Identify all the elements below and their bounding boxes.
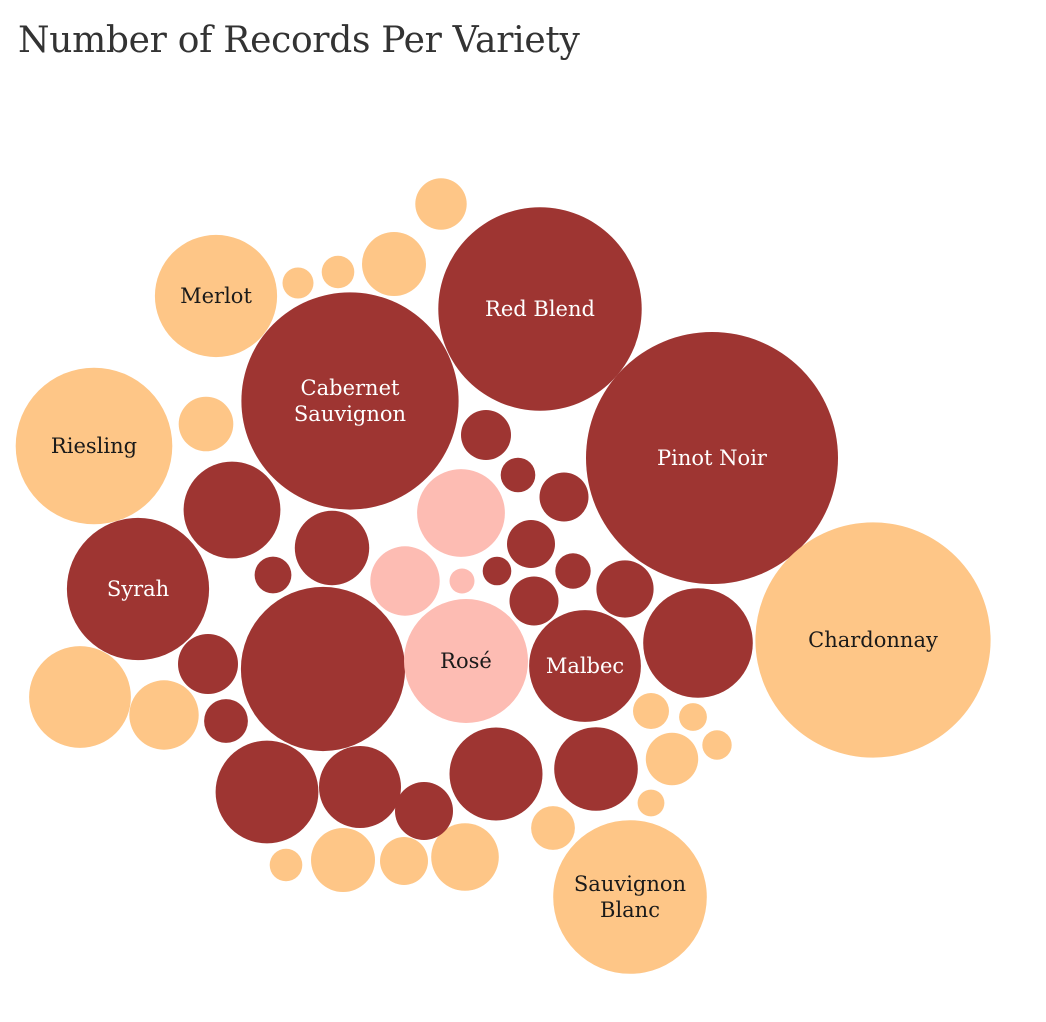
bubble-label-sauvignon-blanc: Sauvignon Blanc [574,872,686,922]
bubble-malbec[interactable] [529,610,641,722]
bubble-unlabeled-25[interactable] [178,634,238,694]
bubble-unlabeled-44[interactable] [282,267,314,299]
bubble-unlabeled-17[interactable] [554,727,638,811]
page-title: Number of Records Per Variety [18,20,580,61]
bubble-merlot[interactable] [154,234,278,358]
bubble-unlabeled-23[interactable] [311,828,375,892]
bubble-sauvignon-blanc[interactable] [553,820,707,974]
bubble-label-syrah: Syrah [107,577,169,601]
bubble-label-malbec: Malbec [546,654,624,678]
bubble-label-chardonnay: Chardonnay [808,628,938,652]
bubble-unlabeled-33[interactable] [509,576,559,626]
bubble-unlabeled-47[interactable] [679,703,707,731]
bubble-unlabeled-21[interactable] [370,546,440,616]
bubble-unlabeled-4[interactable] [240,586,406,752]
bubble-cabernet-sauvignon[interactable] [241,292,459,510]
bubble-label-red-blend: Red Blend [485,297,595,321]
bubble-pinot-noir[interactable] [586,332,838,584]
bubble-unlabeled-48[interactable] [637,789,665,817]
bubble-unlabeled-39[interactable] [633,693,669,729]
bubble-unlabeled-42[interactable] [269,848,303,882]
bubble-unlabeled-43[interactable] [321,255,355,289]
bubble-unlabeled-36[interactable] [204,699,248,743]
bubble-unlabeled-16[interactable] [417,469,505,557]
bubble-riesling[interactable] [15,367,173,525]
bubble-unlabeled-22[interactable] [431,823,499,891]
bubble-unlabeled-12[interactable] [215,740,319,844]
bubble-label-riesling: Riesling [51,434,137,458]
bubble-label-pinot-noir: Pinot Noir [657,446,768,470]
bubble-unlabeled-30[interactable] [415,178,467,230]
bubble-unlabeled-28[interactable] [178,396,234,452]
bubble-unlabeled-41[interactable] [500,457,536,493]
bubble-label-rosé: Rosé [440,649,492,673]
bubble-unlabeled-27[interactable] [596,560,654,618]
bubble-red-blend[interactable] [438,207,642,411]
bubble-unlabeled-29[interactable] [645,732,699,786]
bubble-unlabeled-49[interactable] [449,568,475,594]
bubble-unlabeled-26[interactable] [395,782,453,840]
bubble-unlabeled-31[interactable] [461,410,511,460]
bubble-unlabeled-18[interactable] [319,746,401,828]
bubble-unlabeled-13[interactable] [29,646,131,748]
bubble-label-cabernet-sauvignon: Cabernet Sauvignon [294,376,406,426]
bubble-unlabeled-32[interactable] [539,472,589,522]
bubble-unlabeled-20[interactable] [129,680,199,750]
bubble-unlabeled-37[interactable] [531,806,575,850]
bubble-unlabeled-19[interactable] [294,510,370,586]
bubble-unlabeled-46[interactable] [482,556,512,586]
bubble-rosé[interactable] [404,599,528,723]
bubble-syrah[interactable] [66,517,210,661]
bubble-unlabeled-45[interactable] [702,730,732,760]
bubble-chardonnay[interactable] [755,522,991,758]
bubble-unlabeled-14[interactable] [183,461,281,559]
bubble-unlabeled-40[interactable] [555,553,591,589]
bubble-unlabeled-11[interactable] [643,588,753,698]
bubble-unlabeled-38[interactable] [254,556,292,594]
bubble-unlabeled-15[interactable] [449,727,543,821]
bubble-unlabeled-24[interactable] [362,232,426,296]
bubble-unlabeled-35[interactable] [380,837,428,885]
bubble-unlabeled-34[interactable] [507,520,555,568]
bubble-label-merlot: Merlot [180,284,252,308]
